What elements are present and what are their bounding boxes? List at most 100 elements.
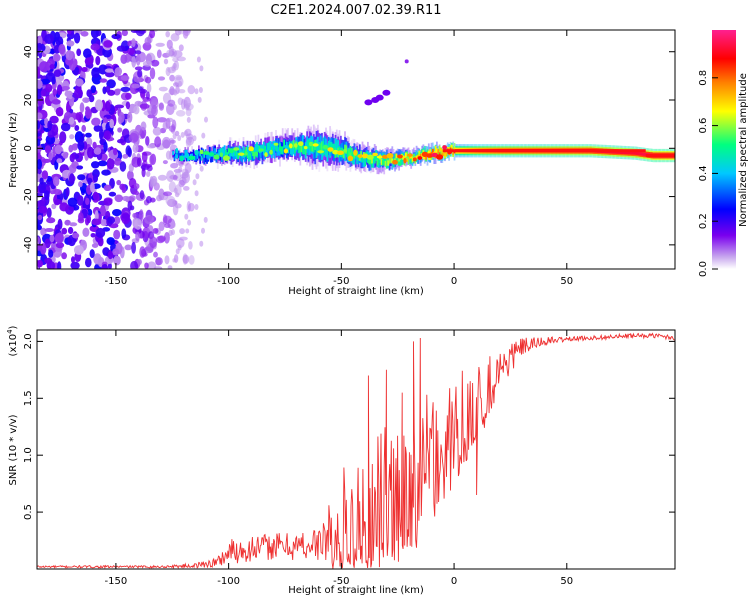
signal-cell — [214, 148, 216, 155]
signal-cell — [257, 147, 260, 160]
y-tick-label: 20 — [23, 94, 34, 107]
noise-cell — [184, 213, 189, 220]
noise-cell — [90, 85, 97, 94]
noise-cell — [128, 132, 139, 143]
noise-cell — [149, 30, 156, 39]
signal-cell — [289, 143, 293, 149]
noise-cell — [158, 102, 165, 111]
y-tick-label: 0.5 — [23, 504, 34, 520]
signal-cell — [348, 148, 350, 157]
spectrogram-cells — [37, 30, 675, 269]
noise-cell — [201, 132, 206, 139]
snr-y-label: SNR (10 * v/v) — [8, 414, 19, 485]
x-tick-label: -100 — [217, 576, 240, 587]
signal-cell — [364, 154, 367, 167]
noise-cell — [55, 242, 65, 249]
signal-cell — [231, 150, 234, 157]
noise-cell — [49, 64, 55, 70]
noise-cell — [38, 205, 48, 214]
noise-cell — [93, 174, 98, 183]
signal-cell — [272, 141, 275, 150]
signal-cell — [406, 153, 413, 157]
noise-cell — [87, 208, 93, 216]
noise-cell — [137, 69, 143, 78]
snr-series — [37, 332, 675, 569]
spectrogram-x-label: Height of straight line (km) — [288, 286, 424, 297]
signal-cell — [175, 154, 177, 159]
signal-cell — [246, 145, 249, 158]
noise-cell — [157, 117, 167, 123]
signal-cell — [363, 154, 365, 167]
x-tick-label: -150 — [105, 276, 128, 287]
noise-cell — [144, 262, 149, 269]
noise-cell — [172, 203, 179, 216]
noise-cell — [178, 166, 183, 173]
signal-cell — [310, 141, 312, 152]
signal-cell — [273, 144, 276, 159]
signal-cell — [394, 153, 396, 163]
signal-cell — [287, 145, 289, 154]
signal-cell — [347, 155, 354, 162]
signal-cell — [410, 156, 413, 164]
noise-cell — [92, 141, 97, 149]
signal-cell — [395, 153, 398, 159]
noise-cell — [107, 250, 113, 260]
noise-cell — [172, 200, 176, 206]
noise-cell — [144, 37, 152, 46]
noise-cell — [192, 135, 197, 142]
x-tick-label: -100 — [217, 276, 240, 287]
noise-cell — [120, 75, 130, 81]
noise-cell — [133, 183, 140, 190]
signal-cell — [315, 141, 318, 153]
noise-cell — [54, 233, 64, 244]
signal-cell — [342, 149, 345, 159]
signal-cell — [225, 149, 227, 157]
noise-cell — [103, 141, 108, 152]
signal-cell — [391, 158, 394, 164]
noise-cell — [49, 234, 55, 243]
signal-cell — [202, 152, 204, 158]
noise-cell — [74, 125, 80, 131]
noise-cell — [56, 84, 63, 96]
noise-cell — [44, 190, 50, 201]
noise-cell — [89, 249, 95, 259]
spectrogram-frame — [36, 29, 676, 270]
noise-cell — [188, 241, 193, 250]
signal-cell — [184, 152, 190, 159]
colorbar: 0.0 0.2 0.4 0.6 0.8 Normalized spectral ampl… — [698, 30, 749, 277]
signal-cell — [304, 145, 307, 155]
signal-cell — [268, 142, 271, 151]
noise-cell — [85, 108, 92, 119]
signal-cell — [369, 158, 372, 165]
noise-cell — [139, 190, 145, 200]
noise-cell — [81, 67, 88, 72]
noise-cell — [48, 152, 53, 161]
signal-cell — [187, 156, 189, 161]
noise-cell — [178, 89, 186, 94]
signal-cell — [372, 156, 375, 168]
noise-cell — [179, 228, 186, 235]
noise-cell — [165, 31, 170, 38]
noise-cell — [68, 117, 75, 125]
noise-cell — [155, 42, 165, 47]
noise-cell — [38, 182, 46, 194]
streak-cell — [364, 99, 373, 106]
noise-cell — [40, 78, 51, 85]
noise-cell — [37, 35, 43, 46]
noise-cell — [91, 117, 101, 127]
signal-cell — [281, 146, 284, 155]
noise-cell — [41, 158, 51, 163]
signal-cell — [245, 147, 248, 154]
noise-cell — [198, 87, 203, 93]
noise-cell — [167, 99, 176, 107]
y-tick-label: -20 — [23, 188, 34, 204]
signal-cell — [429, 149, 432, 154]
noise-cell — [145, 76, 152, 84]
signal-cell — [322, 144, 329, 150]
y-tick-label: 2.0 — [23, 333, 34, 349]
noise-cell — [85, 197, 90, 206]
signal-cell — [242, 147, 245, 154]
noise-cell — [135, 30, 145, 37]
signal-cell — [450, 144, 453, 151]
signal-cell — [307, 139, 310, 149]
